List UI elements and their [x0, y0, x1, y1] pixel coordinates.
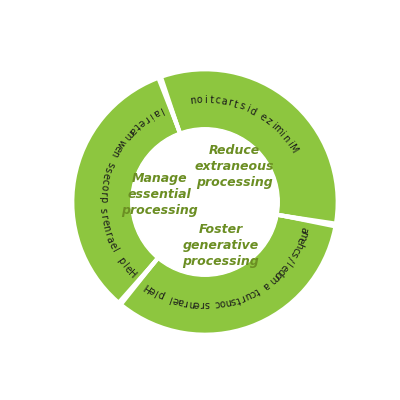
Text: i: i	[268, 120, 277, 130]
Text: H: H	[142, 281, 154, 293]
Text: a: a	[151, 106, 161, 118]
Text: p: p	[98, 196, 108, 202]
Circle shape	[131, 128, 279, 276]
Text: c: c	[247, 287, 257, 299]
Text: m: m	[266, 271, 280, 285]
Text: e: e	[193, 299, 200, 309]
Text: c: c	[214, 95, 221, 106]
Text: n: n	[100, 224, 112, 232]
Text: m: m	[121, 127, 135, 141]
Text: i: i	[284, 140, 294, 148]
Text: s: s	[204, 299, 210, 310]
Text: i: i	[204, 94, 207, 104]
Text: o: o	[98, 184, 109, 191]
Text: s: s	[288, 249, 299, 259]
Text: t: t	[234, 294, 241, 304]
Text: a: a	[260, 279, 271, 291]
Text: c: c	[290, 245, 302, 254]
Text: o: o	[219, 298, 226, 308]
Text: p: p	[115, 255, 127, 266]
Text: e: e	[122, 264, 134, 275]
Text: e: e	[136, 116, 146, 128]
Wedge shape	[164, 71, 336, 221]
Text: n: n	[109, 148, 121, 159]
Text: s: s	[98, 208, 108, 214]
Text: z: z	[263, 116, 273, 127]
Text: i: i	[147, 110, 155, 120]
Text: n: n	[190, 95, 197, 106]
Text: t: t	[132, 121, 141, 131]
Text: e: e	[172, 294, 180, 306]
Wedge shape	[74, 80, 178, 300]
Text: r: r	[199, 299, 204, 310]
Text: c: c	[99, 178, 110, 185]
Text: i: i	[277, 130, 286, 138]
Text: r: r	[141, 113, 150, 124]
Text: a: a	[104, 235, 116, 244]
Text: e: e	[258, 112, 268, 124]
Text: e: e	[99, 218, 110, 226]
Text: Manage
essential
processing: Manage essential processing	[121, 172, 198, 216]
Text: e: e	[100, 171, 112, 180]
Text: c: c	[214, 298, 220, 309]
Text: i: i	[244, 104, 250, 114]
Text: h: h	[292, 240, 304, 250]
Text: n: n	[187, 298, 195, 309]
Text: t: t	[209, 95, 214, 105]
Text: M: M	[286, 142, 299, 155]
Text: a: a	[127, 124, 138, 136]
Text: s: s	[237, 101, 246, 112]
Text: H: H	[126, 268, 138, 280]
Wedge shape	[124, 217, 333, 333]
Text: a: a	[220, 96, 228, 107]
Text: o: o	[272, 269, 283, 280]
Text: e: e	[106, 240, 118, 250]
Text: p: p	[156, 289, 166, 300]
Text: r: r	[227, 97, 233, 108]
Text: r: r	[98, 214, 109, 219]
Text: a: a	[177, 296, 185, 307]
Text: m: m	[296, 229, 308, 241]
Text: e: e	[278, 262, 290, 272]
Text: o: o	[196, 94, 202, 105]
Text: r: r	[239, 292, 246, 303]
Text: s: s	[104, 160, 115, 168]
Text: t: t	[232, 99, 239, 110]
Text: d: d	[248, 106, 258, 117]
Text: l: l	[153, 287, 160, 297]
Text: Foster
generative
processing: Foster generative processing	[182, 223, 259, 268]
Text: m: m	[270, 122, 284, 136]
Text: s: s	[229, 295, 236, 306]
Text: a: a	[298, 226, 309, 234]
Text: e: e	[112, 143, 124, 154]
Text: w: w	[114, 137, 127, 150]
Text: u: u	[242, 290, 252, 301]
Text: s: s	[102, 166, 113, 174]
Text: e: e	[294, 235, 306, 245]
Text: l: l	[110, 247, 120, 254]
Text: d: d	[275, 265, 287, 276]
Text: n: n	[223, 296, 232, 308]
Text: n: n	[280, 133, 291, 144]
Text: e: e	[147, 284, 157, 296]
Text: r: r	[102, 230, 113, 238]
Text: l: l	[158, 104, 164, 114]
Text: l: l	[168, 294, 174, 304]
Text: r: r	[98, 190, 108, 196]
Text: r: r	[183, 297, 189, 308]
Text: /: /	[285, 254, 296, 262]
Text: l: l	[283, 259, 292, 267]
Text: t: t	[252, 285, 261, 296]
Text: l: l	[120, 261, 129, 269]
Text: Reduce
extraneous
processing: Reduce extraneous processing	[195, 144, 274, 189]
